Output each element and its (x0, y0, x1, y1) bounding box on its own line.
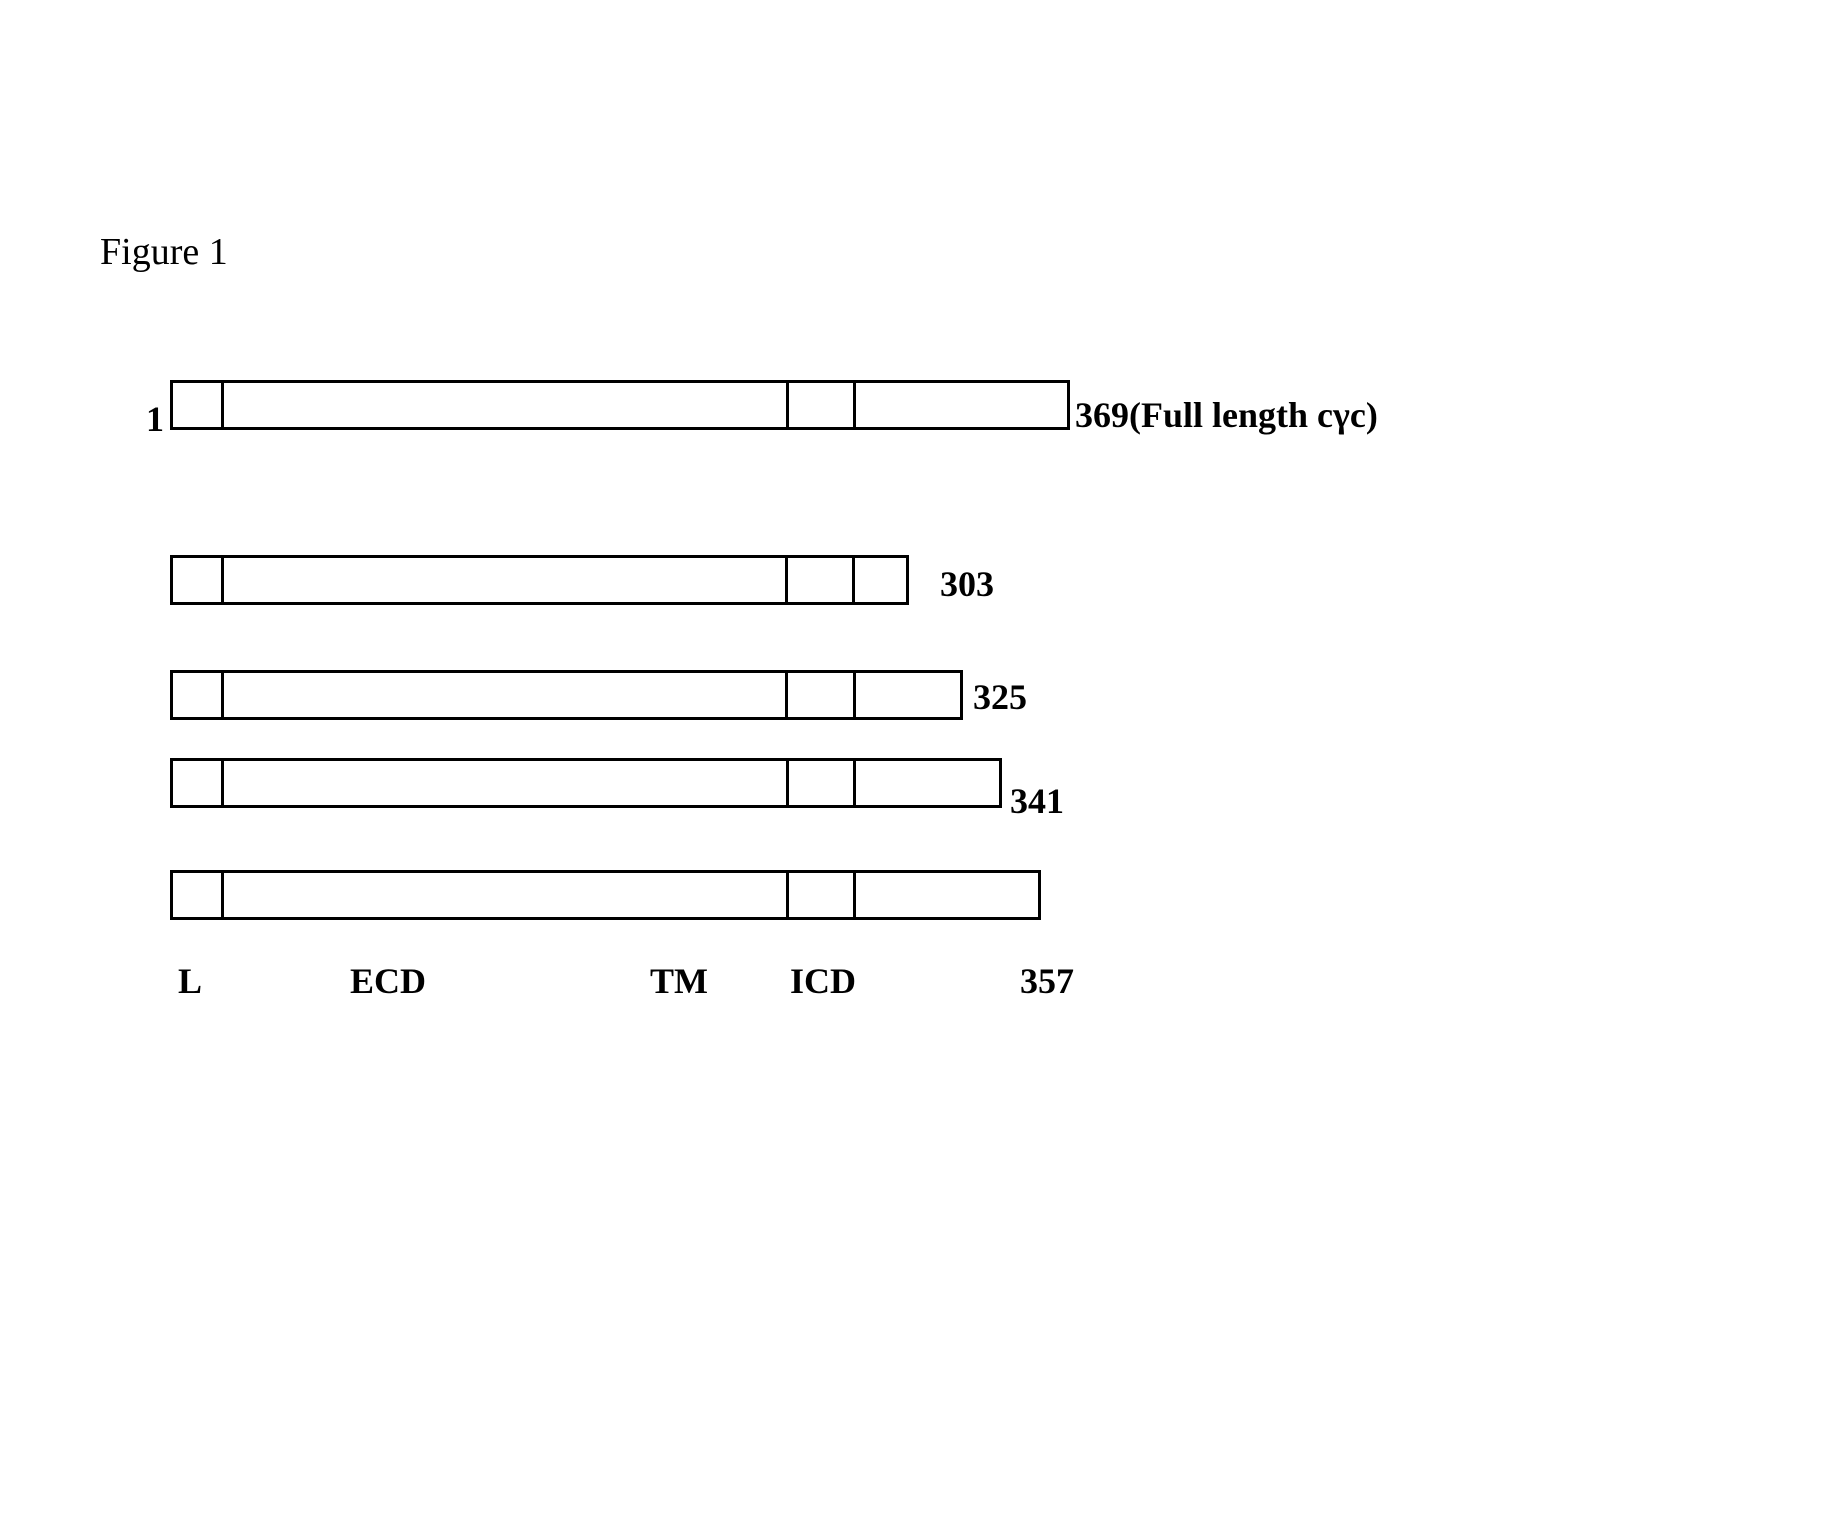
segment-ICD (856, 383, 1067, 427)
segment-ICD-partial (856, 873, 1038, 917)
segment-ICD-partial (856, 673, 960, 717)
figure-title: Figure 1 (100, 230, 228, 274)
segment-L (173, 558, 224, 602)
bar-label-325: 325 (973, 676, 1027, 718)
bar-325 (170, 670, 963, 720)
segment-ICD-partial (856, 761, 999, 805)
segment-L (173, 873, 224, 917)
segment-L (173, 383, 224, 427)
segment-TM (788, 673, 856, 717)
bar-357 (170, 870, 1041, 920)
domain-label-ICD: ICD (790, 960, 856, 1002)
bar-label-303: 303 (940, 563, 994, 605)
domain-label-ECD: ECD (350, 960, 426, 1002)
segment-TM (788, 558, 855, 602)
bar-label-369: 369(Full length cγc) (1075, 394, 1378, 436)
segment-ECD (224, 873, 789, 917)
segment-ECD (224, 761, 789, 805)
bar-303 (170, 555, 909, 605)
segment-ECD (224, 558, 788, 602)
start-label: 1 (146, 398, 164, 440)
segment-ICD-partial (855, 558, 906, 602)
segment-L (173, 673, 224, 717)
domain-label-TM: TM (650, 960, 708, 1002)
segment-TM (789, 761, 857, 805)
bar-full-length (170, 380, 1070, 430)
segment-ECD (224, 383, 789, 427)
segment-TM (789, 873, 857, 917)
bar-label-341: 341 (1010, 780, 1064, 822)
bar-341 (170, 758, 1002, 808)
segment-ECD (224, 673, 789, 717)
segment-TM (789, 383, 857, 427)
segment-L (173, 761, 224, 805)
bar-label-357: 357 (1020, 960, 1074, 1002)
domain-label-L: L (178, 960, 202, 1002)
